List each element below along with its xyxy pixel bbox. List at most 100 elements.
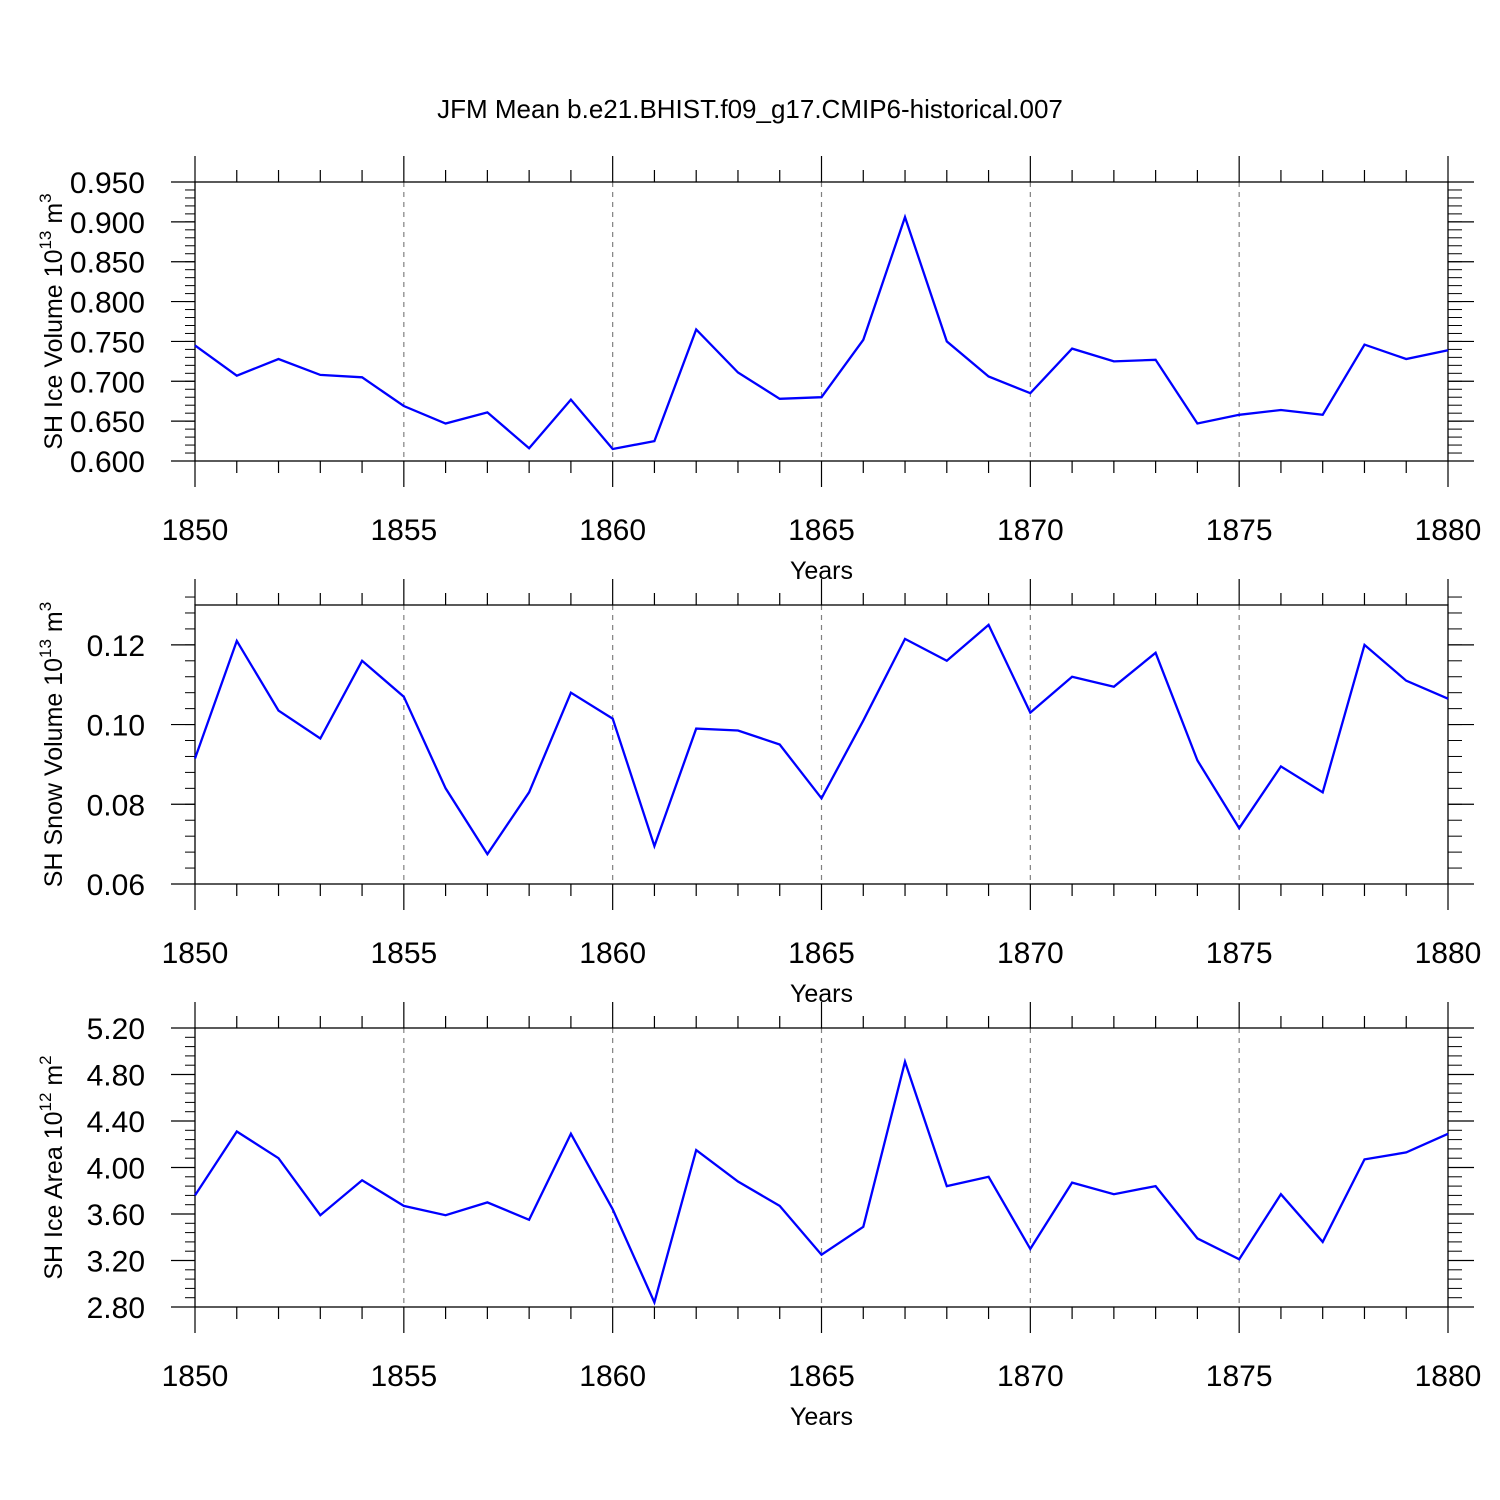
data-point	[1447, 349, 1449, 351]
x-tick-label: 1860	[579, 1360, 646, 1393]
data-point	[988, 1176, 990, 1178]
data-point	[612, 718, 614, 720]
x-tick-label: 1855	[370, 937, 437, 970]
y-tick-label: 0.850	[70, 247, 145, 280]
y-tick-label: 3.60	[87, 1199, 145, 1232]
x-tick-label: 1865	[788, 1360, 855, 1393]
data-point	[1238, 827, 1240, 829]
x-tick-label: 1870	[997, 937, 1064, 970]
data-point	[528, 1219, 530, 1221]
y-axis-title: SH Ice Volume 1013 m3	[36, 193, 68, 449]
data-point	[988, 624, 990, 626]
y-tick-label: 0.800	[70, 287, 145, 320]
data-point	[486, 411, 488, 413]
chart-panel-2: 0.06 0.08 0.10 0.12 1850 1855 1860 1865 1870 1875…	[36, 579, 1481, 1008]
x-tick-label: 1880	[1415, 1360, 1482, 1393]
data-point	[946, 660, 948, 662]
y-tick-label: 0.600	[70, 446, 145, 479]
y-tick-label: 0.900	[70, 207, 145, 240]
data-point	[194, 1194, 196, 1196]
x-tick-label: 1865	[788, 514, 855, 547]
data-point	[904, 638, 906, 640]
data-point	[1405, 680, 1407, 682]
data-point	[737, 372, 739, 374]
data-point	[612, 1208, 614, 1210]
x-tick-label: 1855	[370, 514, 437, 547]
y-axis-title: SH Snow Volume 1013 m3	[36, 602, 68, 887]
data-point	[1322, 1241, 1324, 1243]
x-tick-label: 1870	[997, 514, 1064, 547]
chart-panel-3: 2.80 3.20 3.60 4.00 4.40 4.80 5.20 1850 1855 1860…	[36, 1002, 1481, 1431]
data-point	[1363, 344, 1365, 346]
y-axis-title: SH Ice Area 1012 m2	[36, 1055, 68, 1279]
data-point	[1322, 791, 1324, 793]
data-point	[319, 1214, 321, 1216]
data-point	[486, 1201, 488, 1203]
data-point	[1196, 759, 1198, 761]
data-point	[236, 375, 238, 377]
data-point	[570, 399, 572, 401]
x-tick-label: 1865	[788, 937, 855, 970]
data-point	[570, 1133, 572, 1135]
x-tick-label: 1875	[1206, 1360, 1273, 1393]
x-tick-label: 1850	[162, 514, 229, 547]
data-point	[1113, 360, 1115, 362]
series-line	[193, 623, 1449, 857]
x-tick-label: 1860	[579, 514, 646, 547]
data-point	[1029, 1248, 1031, 1250]
x-tick-label: 1875	[1206, 514, 1273, 547]
data-point	[486, 853, 488, 855]
data-point	[403, 696, 405, 698]
data-point	[1447, 1133, 1449, 1135]
chart-title: JFM Mean b.e21.BHIST.f09_g17.CMIP6-histo…	[437, 94, 1063, 124]
y-tick-label: 5.20	[87, 1013, 145, 1046]
data-point	[278, 1157, 280, 1159]
data-point	[1363, 644, 1365, 646]
data-point	[1363, 1158, 1365, 1160]
data-point	[445, 423, 447, 425]
data-point	[361, 1179, 363, 1181]
data-point	[236, 1130, 238, 1132]
data-point	[1447, 698, 1449, 700]
data-point	[1029, 392, 1031, 394]
data-point	[1196, 1237, 1198, 1239]
data-point	[862, 1226, 864, 1228]
y-tick-label: 3.20	[87, 1246, 145, 1279]
data-point	[695, 1149, 697, 1151]
data-point	[194, 757, 196, 759]
y-tick-label: 2.80	[87, 1292, 145, 1325]
data-point	[1280, 765, 1282, 767]
data-point	[570, 692, 572, 694]
data-point	[445, 787, 447, 789]
data-point	[194, 344, 196, 346]
data-point	[403, 405, 405, 407]
data-point	[319, 374, 321, 376]
data-point	[1238, 1258, 1240, 1260]
x-tick-label: 1880	[1415, 937, 1482, 970]
data-point	[319, 738, 321, 740]
data-point	[236, 640, 238, 642]
data-point	[862, 339, 864, 341]
data-point	[278, 710, 280, 712]
data-point	[1155, 652, 1157, 654]
data-point	[278, 358, 280, 360]
x-tick-label: 1870	[997, 1360, 1064, 1393]
data-point	[737, 1180, 739, 1182]
data-point	[1155, 1185, 1157, 1187]
data-point	[653, 1301, 655, 1303]
data-point	[653, 845, 655, 847]
data-point	[1155, 359, 1157, 361]
y-tick-label: 0.10	[87, 710, 145, 743]
data-point	[653, 440, 655, 442]
data-point	[779, 398, 781, 400]
data-point	[1280, 1193, 1282, 1195]
x-tick-label: 1880	[1415, 514, 1482, 547]
data-point	[1322, 414, 1324, 416]
data-point	[403, 1205, 405, 1207]
y-tick-label: 4.00	[87, 1153, 145, 1186]
series-line	[194, 1057, 1449, 1306]
data-point	[821, 1254, 823, 1256]
y-tick-label: 0.950	[70, 167, 145, 200]
data-point	[862, 720, 864, 722]
